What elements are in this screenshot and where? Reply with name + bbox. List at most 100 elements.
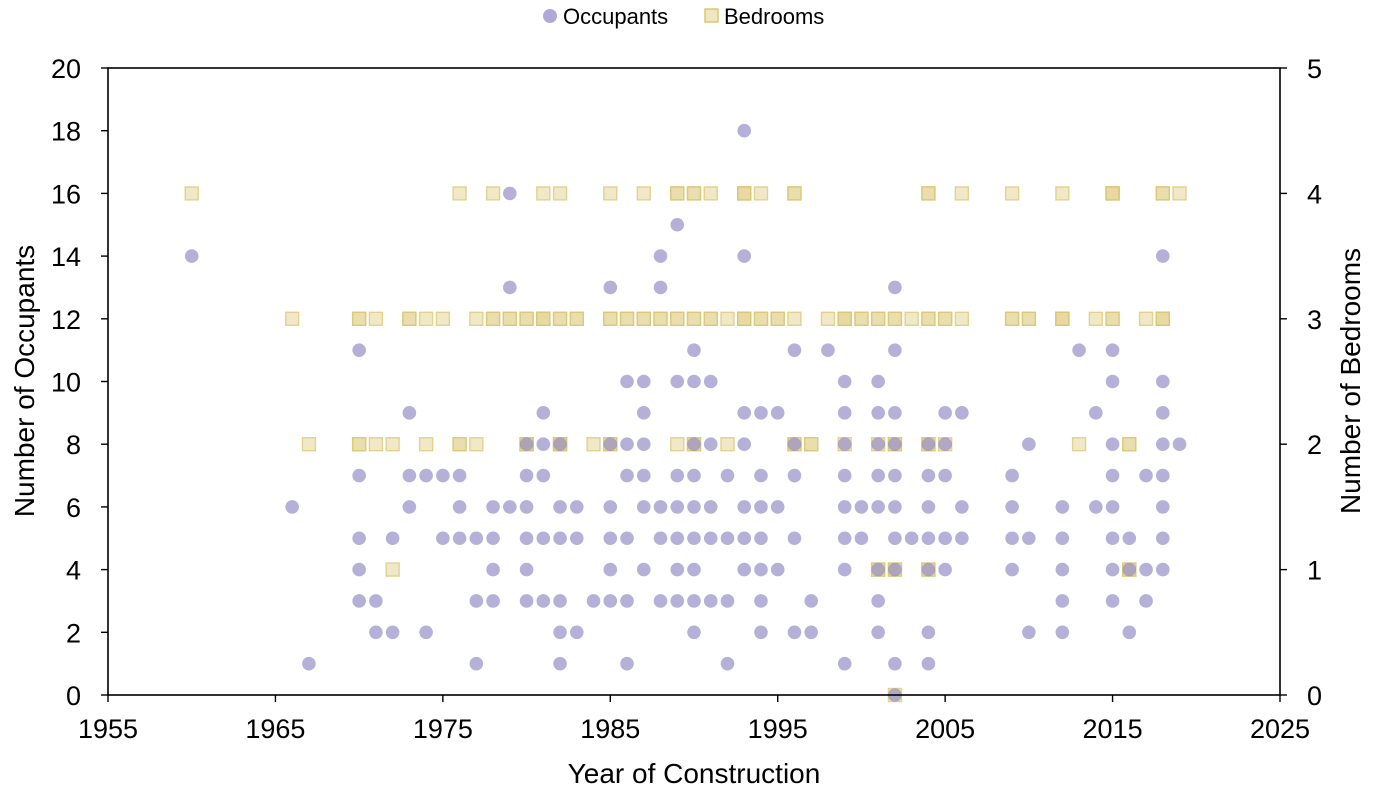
legend-bedrooms-marker (704, 8, 719, 23)
bedrooms-point (1122, 437, 1137, 452)
occupants-point (653, 531, 668, 546)
occupants-point (620, 437, 634, 452)
occupants-point (921, 531, 936, 546)
bedrooms-point (954, 186, 970, 201)
occupants-point (620, 656, 634, 671)
occupants-point (837, 656, 852, 671)
occupants-point (871, 625, 885, 640)
occupants-point (754, 562, 768, 577)
occupants-point (620, 468, 634, 483)
occupants-point (754, 468, 768, 483)
occupants-point (503, 280, 517, 295)
occupants-point (352, 468, 366, 483)
bedrooms-point (686, 186, 702, 201)
bedrooms-point (536, 186, 551, 201)
bedrooms-point (1055, 311, 1070, 326)
occupants-point (670, 468, 685, 483)
occupants-point (1105, 374, 1120, 389)
occupants-point (703, 374, 718, 389)
bedrooms-point (385, 562, 400, 577)
occupants-point (871, 374, 885, 389)
occupants-point (1005, 468, 1019, 483)
occupants-point (620, 531, 634, 546)
occupants-point (754, 406, 768, 420)
occupants-point (1089, 500, 1103, 514)
occupants-point (385, 625, 400, 640)
bedrooms-point (552, 186, 568, 201)
occupants-point (1156, 437, 1170, 452)
occupants-point (687, 374, 701, 389)
bedrooms-point (720, 437, 735, 452)
occupants-point (871, 594, 885, 608)
y-tick-label: 20 (51, 54, 81, 84)
bedrooms-point (737, 186, 752, 201)
occupants-point (737, 406, 752, 420)
occupants-point (452, 500, 467, 514)
bedrooms-point (1138, 311, 1154, 326)
bedrooms-point (887, 311, 903, 326)
occupants-point (603, 437, 618, 452)
occupants-point (804, 594, 818, 608)
occupants-point (636, 406, 651, 420)
occupants-point (687, 437, 701, 452)
bedrooms-series (184, 186, 1187, 703)
occupants-point (888, 500, 902, 514)
occupants-point (603, 280, 618, 295)
occupants-point (670, 562, 685, 577)
bedrooms-point (854, 311, 869, 326)
occupants-point (837, 531, 852, 546)
bedrooms-point (653, 311, 668, 326)
y-tick-label: 2 (66, 618, 81, 648)
occupants-point (687, 625, 701, 640)
bedrooms-point (351, 437, 367, 452)
occupants-point (486, 562, 500, 577)
occupants-point (770, 562, 785, 577)
occupants-point (770, 406, 785, 420)
occupants-point (1139, 468, 1153, 483)
occupants-point (352, 594, 366, 608)
occupants-point (670, 594, 685, 608)
occupants-point (1055, 531, 1070, 546)
occupants-point (787, 437, 802, 452)
occupants-point (419, 625, 433, 640)
occupants-point (955, 500, 969, 514)
occupants-point (636, 500, 651, 514)
bedrooms-point (1004, 186, 1020, 201)
occupants-point (1122, 625, 1137, 640)
occupants-point (1055, 594, 1070, 608)
occupants-point (921, 562, 936, 577)
occupants-point (620, 374, 634, 389)
occupants-point (1105, 343, 1120, 357)
bedrooms-point (686, 311, 702, 326)
occupants-point (888, 562, 902, 577)
bedrooms-point (787, 311, 802, 326)
bedrooms-point (485, 311, 501, 326)
bedrooms-point (586, 437, 601, 452)
occupants-point (536, 531, 551, 546)
occupants-point (553, 531, 567, 546)
bedrooms-point (1088, 311, 1104, 326)
occupants-point (603, 500, 618, 514)
occupants-point (452, 468, 467, 483)
occupants-point (720, 594, 735, 608)
occupants-point (352, 343, 366, 357)
occupants-point (436, 468, 450, 483)
bedrooms-point (703, 186, 718, 201)
bedrooms-point (636, 311, 651, 326)
y2-tick-label: 3 (1307, 305, 1322, 335)
occupants-point (737, 123, 752, 138)
occupants-point (737, 531, 752, 546)
occupants-point (670, 531, 685, 546)
y-tick-label: 8 (66, 430, 81, 460)
occupants-point (687, 562, 701, 577)
occupants-point (1105, 594, 1120, 608)
occupants-point (770, 500, 785, 514)
occupants-point (1139, 562, 1153, 577)
occupants-point (737, 249, 752, 263)
bedrooms-point (569, 311, 584, 326)
occupants-point (452, 531, 467, 546)
y2-tick-label: 5 (1307, 54, 1322, 84)
occupants-point (653, 249, 668, 263)
occupants-point (1022, 625, 1036, 640)
occupants-point (486, 594, 500, 608)
